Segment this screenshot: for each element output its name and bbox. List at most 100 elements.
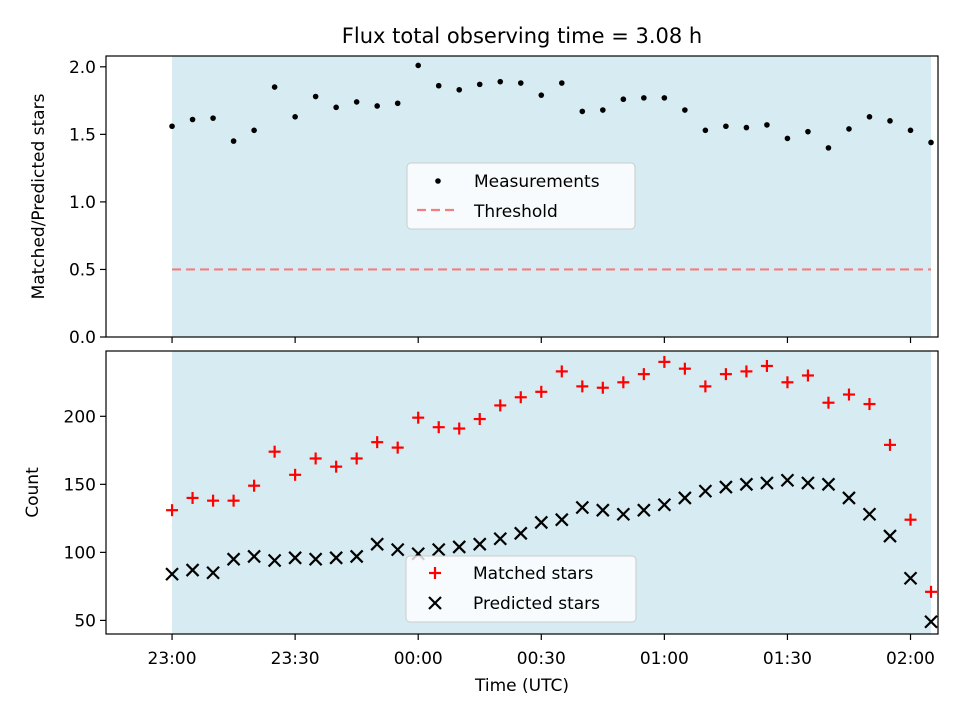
bottom-y-ticks: 50 100 150 200 — [64, 407, 106, 631]
measurement-point — [600, 107, 606, 113]
top-y-tick-label: 0.0 — [69, 328, 96, 348]
measurement-point — [866, 113, 873, 120]
bottom-y-tick-label: 150 — [64, 475, 96, 495]
matched-star-point — [453, 422, 466, 435]
legend-measurements-label: Measurements — [474, 172, 600, 192]
measurement-point — [517, 80, 524, 86]
matched-star-point — [494, 399, 507, 412]
matched-star-point — [596, 381, 609, 394]
predicted-star-point — [390, 542, 405, 557]
measurement-point — [189, 116, 196, 123]
top-y-tick-label: 2.0 — [69, 58, 96, 78]
matched-star-point — [678, 362, 691, 375]
measurement-point — [620, 96, 627, 103]
bottom-y-axis-label: Count — [23, 467, 43, 518]
measurement-point — [579, 108, 586, 115]
x-tick-label: 02:00 — [886, 649, 935, 669]
predicted-star-point — [513, 526, 528, 541]
bottom-axes-frame — [105, 350, 939, 635]
matched-star-point — [330, 460, 343, 473]
predicted-star-point — [329, 551, 343, 565]
matched-star-point — [535, 385, 548, 398]
predicted-star-point — [226, 552, 241, 566]
x-tick-label: 00:00 — [394, 649, 443, 669]
legend-predicted-marker — [428, 596, 442, 610]
matched-star-point — [740, 365, 753, 378]
x-tick-label: 01:00 — [640, 649, 689, 669]
matched-star-point — [248, 479, 261, 492]
measurement-point — [374, 103, 380, 109]
predicted-star-point — [924, 614, 938, 629]
predicted-star-point — [821, 477, 836, 492]
measurement-point — [887, 118, 893, 124]
measurements-series — [169, 62, 934, 151]
measurement-point — [210, 115, 216, 121]
bottom-y-tick-label: 200 — [64, 407, 96, 427]
measurement-point — [661, 95, 668, 101]
measurement-point — [230, 138, 237, 144]
matched-star-point — [555, 365, 568, 378]
x-tick-label: 01:30 — [763, 649, 812, 669]
predicted-star-point — [719, 480, 733, 494]
matched-star-point — [637, 368, 650, 381]
matched-star-point — [412, 411, 425, 424]
top-x-ticks — [171, 337, 912, 343]
matched-star-point — [289, 468, 302, 481]
top-y-axis-label: Matched/Predicted stars — [29, 93, 49, 299]
measurement-point — [415, 62, 422, 69]
predicted-star-point — [185, 563, 200, 577]
predicted-star-point — [267, 553, 282, 568]
matched-star-point — [309, 452, 322, 465]
predicted-star-point — [431, 542, 446, 557]
measurement-point — [743, 124, 750, 131]
measurement-point — [846, 126, 852, 132]
predicted-star-point — [534, 515, 549, 530]
measurement-point — [805, 128, 811, 135]
x-tick-label: 00:30 — [517, 649, 566, 669]
measurement-point — [312, 93, 319, 100]
bottom-legend: Matched stars Predicted stars — [405, 555, 637, 623]
x-tick-label: 23:30 — [271, 649, 320, 669]
measurement-point — [251, 127, 257, 134]
x-axis-label: Time (UTC) — [474, 676, 569, 696]
matched-star-point — [350, 452, 363, 465]
legend-predicted-label: Predicted stars — [473, 594, 600, 614]
predicted-star-point — [698, 484, 713, 498]
measurement-point — [169, 123, 175, 130]
matched-star-point — [576, 380, 589, 393]
predicted-star-point — [678, 491, 692, 505]
matched-star-point — [268, 445, 281, 458]
top-axes-frame — [105, 55, 939, 338]
measurement-point — [558, 80, 565, 86]
predicted-star-point — [288, 551, 302, 565]
predicted-star-point — [862, 507, 877, 522]
predicted-star-point — [780, 473, 795, 488]
predicted-star-point — [739, 477, 754, 492]
predicted-star-point — [657, 497, 672, 512]
predicted-star-point — [575, 500, 590, 515]
measurement-point — [784, 135, 791, 142]
predicted-star-point — [637, 503, 651, 517]
matched-star-point — [925, 585, 938, 598]
measurement-point — [456, 86, 463, 93]
x-tick-label: 23:00 — [148, 649, 197, 669]
measurement-point — [928, 139, 934, 146]
predicted-star-point — [370, 537, 384, 551]
matched-star-point — [227, 494, 240, 507]
measurement-point — [271, 84, 278, 90]
matched-star-point — [760, 359, 773, 372]
matched-star-point — [801, 369, 814, 382]
measurement-point — [641, 95, 647, 101]
legend-matched-marker — [429, 567, 441, 579]
measurement-point — [682, 107, 688, 113]
matched-star-point — [514, 391, 527, 404]
legend-measurements-marker — [435, 178, 441, 184]
legend-matched-label: Matched stars — [473, 564, 593, 584]
matched-star-point — [617, 376, 630, 389]
bottom-panel: 50 100 150 200 23:00 23:30 00:00 00:30 01:00 01:… — [23, 350, 939, 696]
chart-title: Flux total observing time = 3.08 h — [342, 24, 702, 48]
measurement-point — [907, 127, 914, 134]
predicted-star-point — [883, 529, 897, 543]
top-legend: Measurements Threshold — [406, 162, 636, 230]
measurement-point — [702, 127, 709, 134]
